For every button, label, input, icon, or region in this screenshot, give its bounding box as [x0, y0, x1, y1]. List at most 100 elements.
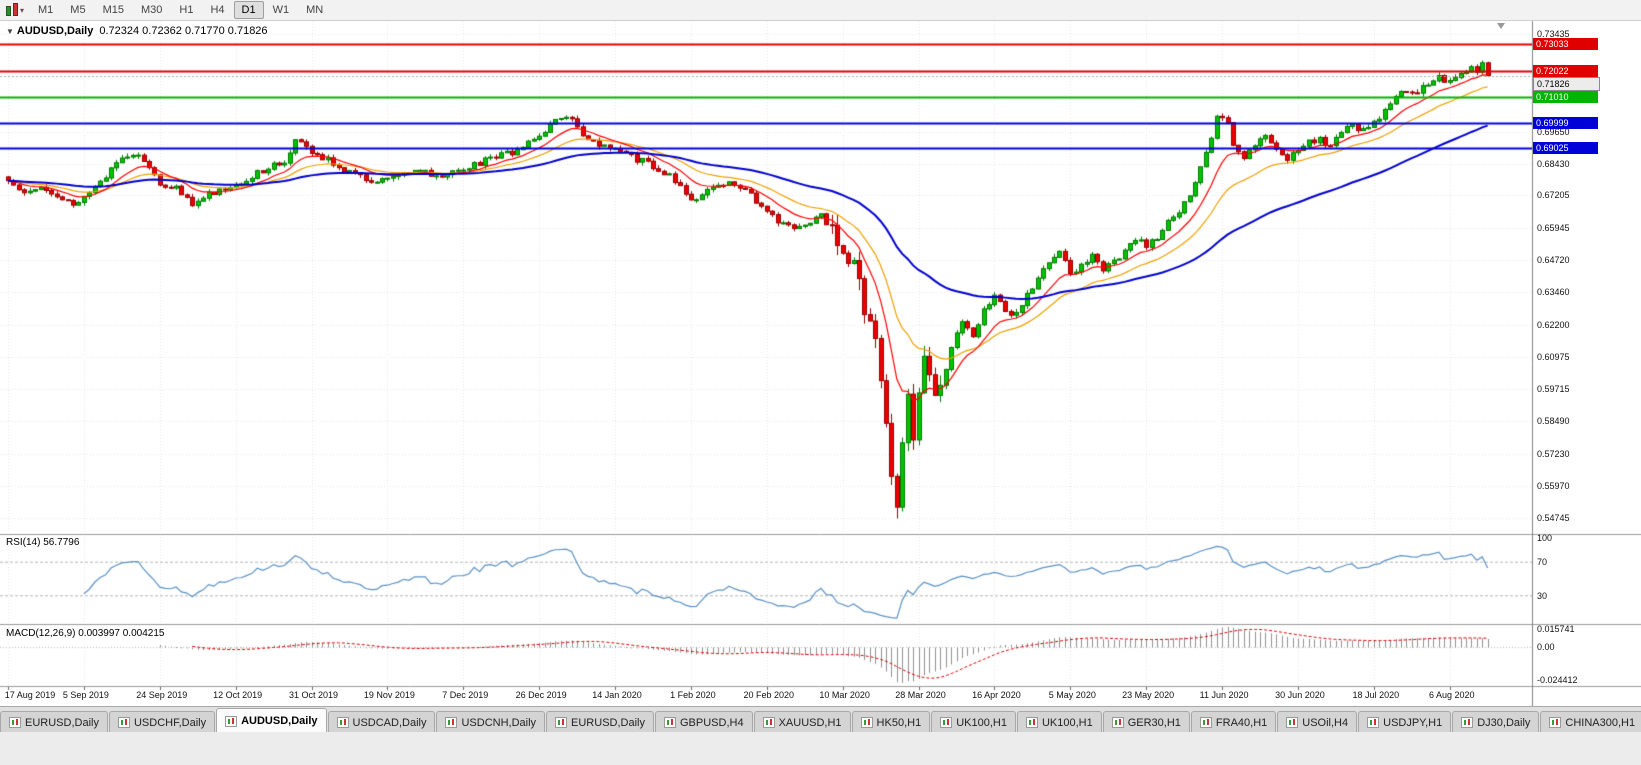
tab-label: GER30,H1	[1127, 716, 1181, 729]
chart-tab-usdjpy-h1[interactable]: USDJPY,H1	[1358, 711, 1452, 733]
tab-chart-icon	[1286, 717, 1299, 728]
chart-tab-dj30-daily[interactable]: DJ30,Daily	[1452, 711, 1540, 733]
macd-scale-label: 0.015741	[1537, 624, 1575, 634]
tab-label: USDCAD,Daily	[352, 716, 427, 729]
timeframe-button-mn[interactable]: MN	[306, 4, 324, 16]
timeframe-button-w1[interactable]: W1	[272, 4, 290, 16]
price-scale-label: 0.63460	[1537, 287, 1570, 298]
chart-tab-china300-h1[interactable]: CHINA300,H1	[1540, 711, 1641, 733]
tab-label: AUDUSD,Daily	[241, 715, 318, 727]
tab-chart-icon	[555, 717, 568, 728]
chart-tab-fra40-h1[interactable]: FRA40,H1	[1190, 711, 1277, 733]
symbol-period-label: AUDUSD,Daily	[16, 25, 94, 37]
price-scale-label: 0.57230	[1537, 448, 1570, 459]
x-axis-label: 5 May 2020	[1048, 690, 1096, 700]
price-scale-label: 0.54745	[1537, 513, 1570, 523]
x-axis-label: 10 Mar 2020	[819, 690, 870, 700]
tab-label: UK100,H1	[956, 716, 1007, 729]
timeframe-button-m1[interactable]: M1	[38, 4, 54, 16]
timeframe-button-d1[interactable]: D1	[233, 1, 264, 19]
tab-chart-icon	[940, 717, 953, 728]
level-price-tag: 0.69999	[1533, 116, 1598, 129]
chart-tab-usdcnh-daily[interactable]: USDCNH,Daily	[436, 711, 546, 733]
chart-tabs: EURUSD,Daily USDCHF,Daily AUDUSD,Daily USDC…	[0, 706, 1641, 733]
tab-chart-icon	[225, 715, 238, 727]
candlestick-chart-icon[interactable]	[6, 3, 18, 16]
rsi-scale-label: 70	[1537, 557, 1548, 568]
chart-tab-uk100-h1[interactable]: UK100,H1	[1016, 711, 1102, 733]
tab-label: GBPUSD,H4	[680, 716, 744, 729]
x-axis-label: 6 Aug 2020	[1428, 690, 1475, 700]
rsi-name: RSI(14)	[6, 537, 41, 548]
chart-area[interactable]	[0, 21, 1641, 706]
timeframe-button-m30[interactable]: M30	[140, 4, 163, 16]
price-scale-label: 0.60975	[1537, 351, 1570, 362]
x-axis-label: 19 Nov 2019	[363, 690, 415, 700]
x-axis-label: 16 Apr 2020	[972, 690, 1021, 700]
dropdown-arrow-icon[interactable]: ▾	[20, 5, 25, 15]
macd-name: MACD(12,26,9)	[6, 628, 76, 639]
chart-tab-xauusd-h1[interactable]: XAUUSD,H1	[753, 711, 851, 733]
tab-chart-icon	[336, 717, 349, 728]
price-scale-label: 0.62200	[1537, 319, 1570, 330]
macd-label: MACD(12,26,9) 0.003997 0.004215	[6, 628, 164, 639]
timeframe-button-m15[interactable]: M15	[102, 4, 124, 16]
tab-label: USDJPY,H1	[1383, 716, 1443, 729]
macd-values: 0.003997 0.004215	[78, 628, 165, 639]
tab-chart-icon	[117, 717, 130, 728]
chart-tab-usoil-h4[interactable]: USOil,H4	[1277, 711, 1358, 733]
collapse-icon[interactable]: ▼	[6, 27, 14, 36]
tab-chart-icon	[1549, 717, 1562, 728]
x-axis-label: 24 Sep 2019	[136, 690, 188, 700]
macd-scale-label: -0.024412	[1537, 675, 1578, 685]
level-price-tag: 0.71010	[1533, 90, 1598, 103]
rsi-value: 56.7796	[43, 537, 80, 548]
tab-label: USDCNH,Daily	[461, 716, 537, 729]
tab-label: XAUUSD,H1	[778, 716, 842, 729]
tab-chart-icon	[445, 717, 458, 728]
chart-tab-gbpusd-h4[interactable]: GBPUSD,H4	[655, 711, 753, 733]
x-axis-label: 17 Aug 2019	[4, 690, 56, 700]
tab-label: UK100,H1	[1041, 716, 1093, 729]
tab-label: HK50,H1	[876, 716, 922, 729]
x-axis-label: 14 Jan 2020	[592, 690, 642, 700]
x-axis-label: 12 Oct 2019	[213, 690, 263, 700]
tab-label: EURUSD,Daily	[571, 716, 645, 729]
chart-tab-uk100-h1[interactable]: UK100,H1	[931, 711, 1016, 733]
x-axis-label: 26 Dec 2019	[515, 690, 567, 700]
chart-tab-hk50-h1[interactable]: HK50,H1	[851, 711, 931, 733]
x-axis-label: 20 Feb 2020	[743, 690, 795, 700]
chart-shift-marker[interactable]	[1497, 23, 1505, 29]
chart-tab-audusd-daily[interactable]: AUDUSD,Daily	[216, 708, 327, 733]
tab-chart-icon	[762, 717, 775, 728]
x-axis-label: 23 May 2020	[1122, 690, 1175, 700]
timeframe-buttons: M1 M5 M15 M30 H1 H4 D1 W1 MN	[30, 0, 332, 20]
chart-tab-eurusd-daily[interactable]: EURUSD,Daily	[546, 711, 654, 733]
chart-tab-ger30-h1[interactable]: GER30,H1	[1102, 711, 1190, 733]
price-scale-label: 0.67205	[1537, 190, 1570, 201]
timeframe-button-h4[interactable]: H4	[210, 4, 225, 16]
x-axis-label: 1 Feb 2020	[670, 690, 716, 700]
level-price-tag: 0.72022	[1533, 64, 1598, 77]
tab-label: DJ30,Daily	[1477, 716, 1531, 729]
rsi-scale-label: 100	[1537, 533, 1553, 543]
chart-tab-eurusd-daily[interactable]: EURUSD,Daily	[0, 711, 108, 733]
price-scale-label: 0.59715	[1537, 384, 1570, 395]
chart-tab-usdcad-daily[interactable]: USDCAD,Daily	[327, 711, 436, 733]
timeframe-button-h1[interactable]: H1	[179, 4, 194, 16]
current-price-tag: 0.71826	[1533, 76, 1600, 91]
x-axis-label: 11 Jun 2020	[1199, 690, 1249, 700]
tab-label: USOil,H4	[1302, 716, 1349, 729]
price-scale-label: 0.58490	[1537, 416, 1570, 427]
x-axis-label: 18 Jul 2020	[1352, 690, 1400, 700]
price-scale-label: 0.65945	[1537, 222, 1570, 233]
chart-title: ▼ AUDUSD,Daily 0.72324 0.72362 0.71770 0.7…	[6, 25, 268, 37]
x-axis-label: 7 Dec 2019	[442, 690, 489, 700]
timeframe-button-m5[interactable]: M5	[70, 4, 86, 16]
tab-chart-icon	[1367, 717, 1380, 728]
price-scale-label: 0.64720	[1537, 254, 1570, 265]
tab-chart-icon	[860, 717, 873, 728]
tab-chart-icon	[1025, 717, 1038, 728]
chart-tab-usdchf-daily[interactable]: USDCHF,Daily	[108, 711, 216, 733]
